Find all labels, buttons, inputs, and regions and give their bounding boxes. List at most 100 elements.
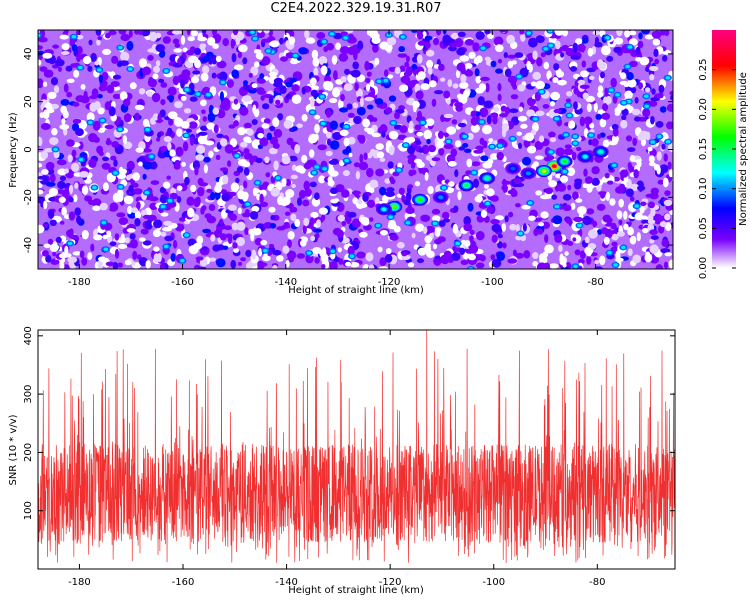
heatmap-cell [76, 215, 82, 224]
heatmap-cell [180, 121, 190, 129]
colorbar-tick-label: 0.20 [698, 98, 709, 120]
heatmap-cell [255, 52, 264, 60]
heatmap-cell [343, 137, 350, 147]
heatmap-cell [273, 160, 279, 171]
heatmap-cell [518, 231, 523, 236]
heatmap-cell [572, 237, 577, 242]
heatmap-cell [467, 253, 476, 261]
heatmap-cell [192, 70, 201, 75]
heatmap-cell [206, 122, 215, 130]
heatmap-cell [58, 196, 66, 203]
heatmap-cell [195, 154, 205, 161]
heatmap-cell [510, 137, 515, 141]
heatmap-cell [638, 32, 643, 40]
heatmap-cell [61, 207, 67, 216]
heatmap-cell [399, 125, 408, 134]
heatmap-cell [420, 83, 430, 91]
heatmap-cell [417, 247, 427, 256]
heatmap-cell [311, 49, 319, 60]
heatmap-cell [208, 104, 214, 115]
heatmap-cell [623, 81, 630, 88]
heatmap-cell [169, 192, 178, 200]
heatmap-cell [112, 74, 122, 80]
heatmap-cell [287, 231, 295, 240]
heatmap-cell [556, 70, 564, 78]
heatmap-cell [619, 169, 629, 178]
heatmap-cell [180, 95, 187, 101]
heatmap-cell [615, 250, 621, 260]
heatmap-cell [543, 47, 548, 51]
heatmap-cell [640, 201, 647, 207]
heatmap-cell [644, 87, 651, 93]
heatmap-cell [475, 75, 482, 84]
heatmap-cell [387, 74, 394, 79]
heatmap-cell [386, 248, 392, 255]
heatmap-cell [383, 69, 389, 77]
colorbar: 0.00 0.05 0.10 0.15 0.20 0.25 Normalized spec… [698, 30, 749, 279]
heatmap-cell [285, 189, 295, 198]
heatmap-cell [275, 176, 281, 180]
heatmap-cell [426, 138, 431, 145]
heatmap-cell [355, 170, 361, 180]
heatmap-cell [499, 113, 508, 118]
heatmap-cell [110, 81, 120, 87]
heatmap-cell [459, 247, 466, 255]
heatmap-cell [670, 95, 673, 101]
heatmap-cell [665, 76, 671, 80]
heatmap-cell [608, 88, 614, 92]
heatmap-cell [651, 30, 662, 39]
heatmap-cell [352, 102, 359, 109]
heatmap-cell [509, 223, 517, 231]
heatmap-cell [263, 118, 271, 124]
heatmap-cell [43, 200, 48, 210]
heatmap-cell [458, 146, 466, 151]
heatmap-cell [106, 230, 112, 238]
heatmap-cell [197, 177, 204, 186]
heatmap-cell [153, 219, 163, 229]
heatmap-cell [570, 66, 578, 72]
heatmap-cell [546, 70, 552, 80]
heatmap-cell [157, 132, 162, 139]
heatmap-cell [567, 113, 572, 118]
heatmap-cell [565, 47, 575, 56]
heatmap-cell [442, 30, 447, 35]
heatmap-cell [385, 191, 395, 197]
heatmap-cell [483, 100, 494, 109]
y-tick-label: 300 [23, 385, 34, 404]
heatmap-cell [629, 196, 635, 202]
heatmap-cell [197, 187, 205, 197]
heatmap-cell [160, 82, 168, 88]
heatmap-cell [120, 33, 130, 42]
heatmap-cell [216, 133, 224, 138]
heatmap-cell [187, 36, 195, 42]
heatmap-cell [365, 77, 371, 83]
heatmap-cell [195, 256, 204, 261]
heatmap-cell [667, 161, 672, 170]
heatmap-cell [117, 193, 124, 202]
heatmap-cell [97, 127, 106, 133]
heatmap-cell [543, 61, 550, 70]
heatmap-cell [79, 171, 89, 178]
heatmap-cell [354, 82, 359, 91]
heatmap-cell [514, 52, 524, 58]
heatmap-cell [243, 84, 252, 91]
heatmap-cell [55, 236, 62, 244]
heatmap-cell [110, 155, 117, 161]
heatmap-cell [346, 103, 353, 110]
heatmap-cell [463, 216, 472, 226]
heatmap-cell [97, 260, 103, 269]
heatmap-cell [250, 232, 255, 242]
heatmap-cell [242, 57, 248, 65]
heatmap-cell [219, 138, 228, 147]
heatmap-cell [665, 140, 671, 144]
heatmap-cell [204, 213, 212, 219]
heatmap-cell [432, 215, 441, 222]
heatmap-cell [648, 201, 655, 209]
heatmap-cell [201, 30, 207, 34]
heatmap-cell [357, 40, 364, 51]
heatmap-cell [104, 124, 114, 130]
heatmap-cell [621, 245, 626, 250]
heatmap-cell [421, 144, 430, 155]
heatmap-cell [56, 159, 67, 166]
heatmap-cell [279, 37, 284, 45]
